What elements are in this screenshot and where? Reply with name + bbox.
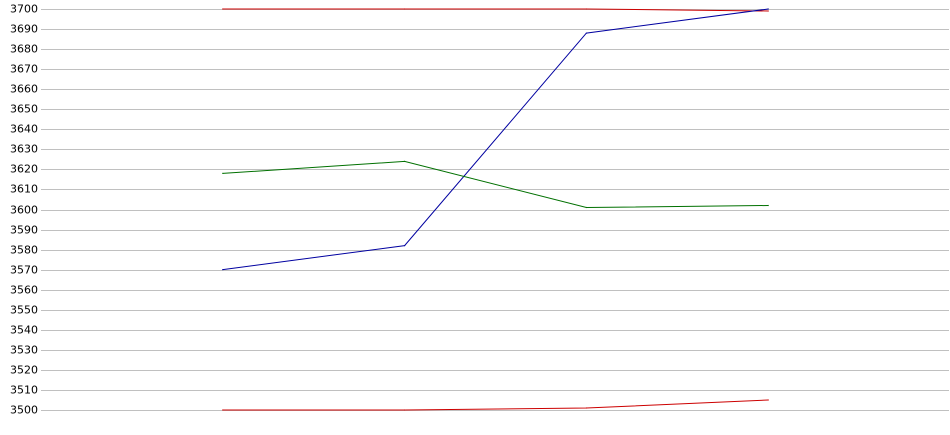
data-point-red-bottom-4 bbox=[767, 399, 769, 401]
data-point-red-top-3 bbox=[585, 8, 588, 10]
data-point-blue-4 bbox=[767, 8, 769, 10]
y-tick-label: 3590 bbox=[10, 224, 38, 237]
y-tick-label: 3680 bbox=[10, 43, 38, 56]
y-axis-tick-labels: 3700 3690 3680 3670 3660 3650 3640 3630 3620 3610… bbox=[10, 3, 38, 417]
data-point-red-top-4 bbox=[767, 10, 769, 12]
y-tick-label: 3570 bbox=[10, 264, 38, 277]
data-point-red-top-2 bbox=[404, 8, 406, 10]
data-point-green-3 bbox=[585, 206, 588, 209]
y-tick-label: 3700 bbox=[10, 3, 38, 16]
data-point-red-bottom-3 bbox=[585, 407, 588, 409]
y-tick-label: 3600 bbox=[10, 204, 38, 217]
data-point-green-4 bbox=[767, 204, 769, 207]
y-tick-label: 3560 bbox=[10, 284, 38, 297]
y-tick-label: 3610 bbox=[10, 183, 38, 196]
y-tick-label: 3670 bbox=[10, 63, 38, 76]
y-tick-label: 3530 bbox=[10, 344, 38, 357]
series-line-red-top bbox=[222, 8, 769, 12]
series-line-green bbox=[222, 160, 769, 209]
y-tick-label: 3520 bbox=[10, 364, 38, 377]
data-point-red-bottom-1 bbox=[222, 409, 224, 411]
y-tick-label: 3580 bbox=[10, 244, 38, 257]
data-point-blue-1 bbox=[222, 269, 224, 271]
data-point-red-bottom-2 bbox=[404, 409, 406, 411]
y-tick-label: 3630 bbox=[10, 143, 38, 156]
data-point-blue-3 bbox=[585, 32, 588, 34]
y-tick-label: 3650 bbox=[10, 103, 38, 116]
data-point-green-2 bbox=[404, 160, 406, 162]
y-tick-label: 3540 bbox=[10, 324, 38, 337]
data-point-red-top-1 bbox=[222, 8, 224, 10]
grid-lines bbox=[41, 9, 949, 411]
series-line-red-bottom bbox=[222, 399, 769, 411]
series-line-blue bbox=[222, 8, 769, 271]
y-tick-label: 3660 bbox=[10, 83, 38, 96]
y-tick-label: 3640 bbox=[10, 123, 38, 136]
y-tick-label: 3690 bbox=[10, 23, 38, 36]
series-lines bbox=[222, 8, 769, 411]
y-tick-label: 3510 bbox=[10, 384, 38, 397]
y-tick-label: 3620 bbox=[10, 163, 38, 176]
data-point-green-1 bbox=[222, 172, 224, 174]
y-tick-label: 3500 bbox=[10, 404, 38, 417]
data-point-blue-2 bbox=[404, 245, 406, 247]
y-tick-label: 3550 bbox=[10, 304, 38, 317]
